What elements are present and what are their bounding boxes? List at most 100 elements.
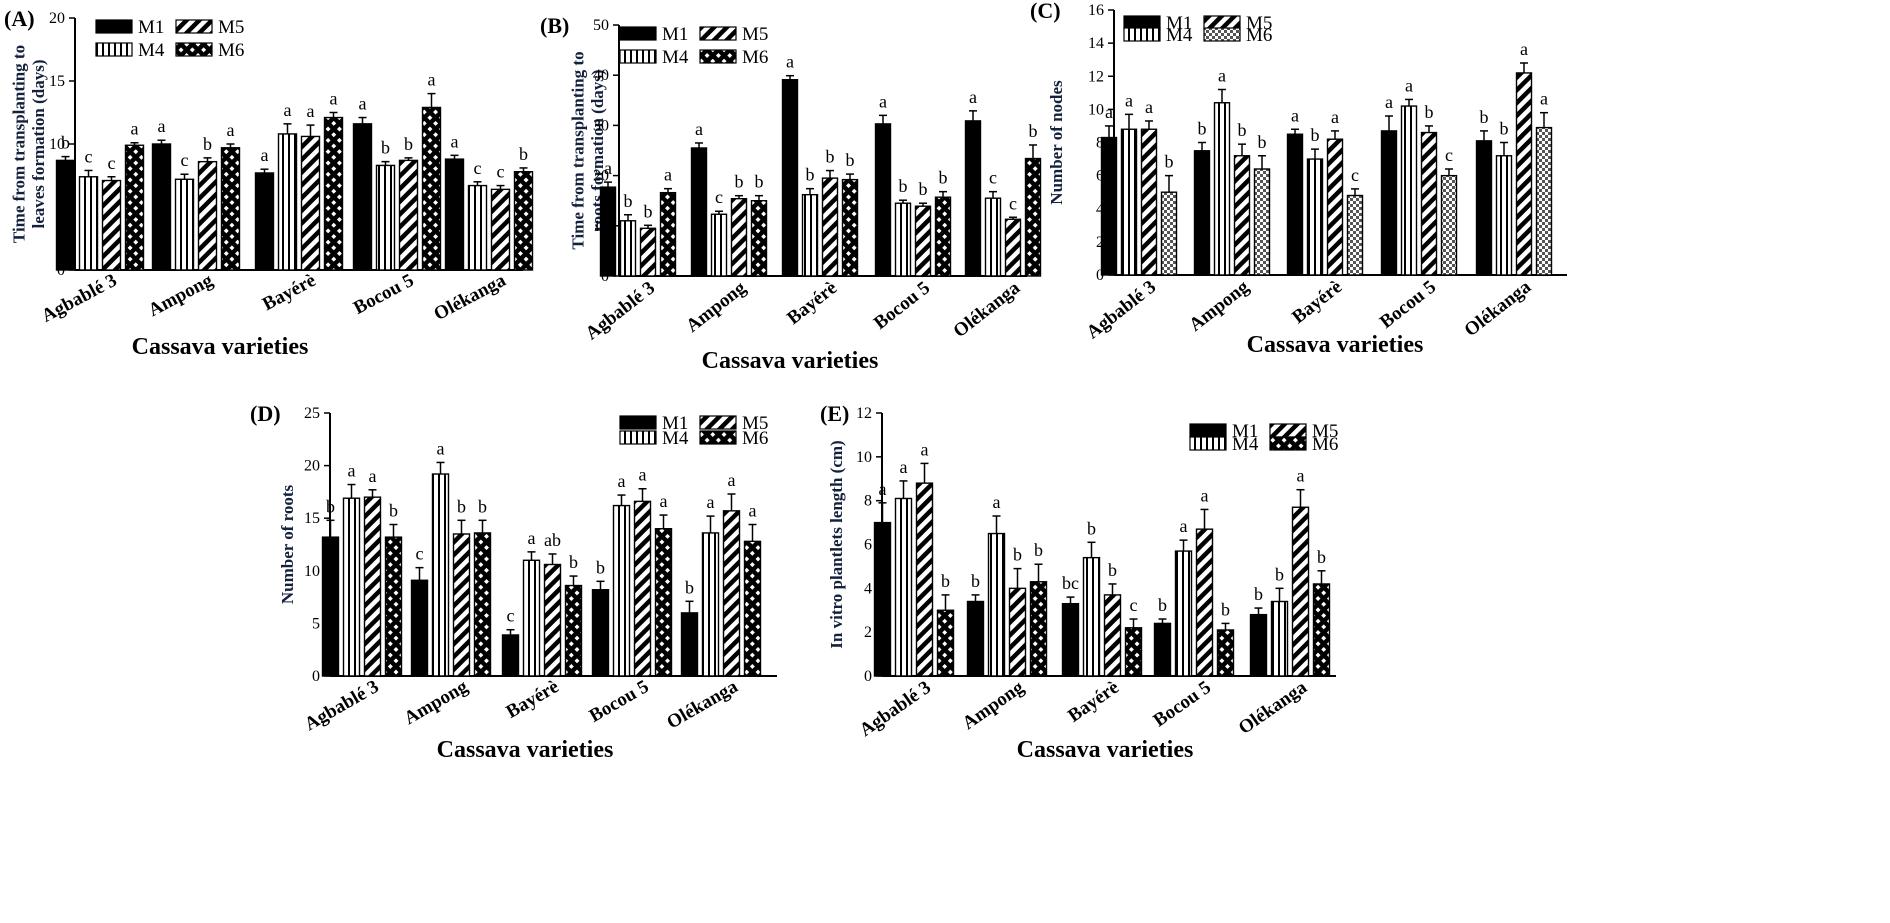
category-label: Bocou 5 — [1150, 677, 1215, 731]
legend-swatch-m1 — [619, 415, 657, 430]
bar-m1 — [444, 158, 465, 271]
x-axis-label: Cassava varieties — [702, 348, 879, 374]
bar-m5 — [1140, 128, 1158, 276]
bar-m1 — [1153, 622, 1172, 677]
legend-label: M6 — [742, 428, 768, 449]
bar-m1 — [254, 172, 275, 271]
legend-swatch-m4 — [619, 430, 657, 445]
significance-letter: b — [735, 172, 744, 192]
bar-m5 — [1008, 587, 1027, 677]
y-tick-label: 2 — [1096, 234, 1104, 251]
significance-letter: b — [1311, 125, 1320, 145]
bar-m5 — [452, 533, 471, 677]
significance-letter: a — [1180, 516, 1188, 536]
significance-letter: a — [1520, 39, 1528, 59]
significance-letter: a — [284, 100, 292, 120]
significance-letter: b — [1013, 545, 1022, 565]
bar-m4 — [710, 213, 728, 277]
bar-m4 — [1495, 155, 1513, 276]
category-label: Ampong — [959, 677, 1029, 734]
significance-letter: a — [528, 528, 536, 548]
legend-swatch-m5 — [1203, 15, 1241, 30]
category-label: Agbablé 3 — [1083, 276, 1160, 343]
category-label: Olékanga — [431, 270, 510, 325]
significance-letter: b — [1317, 547, 1326, 567]
bar-m1 — [55, 159, 76, 271]
bar-m4 — [1174, 550, 1193, 677]
bar-m5 — [1233, 155, 1251, 276]
bar-m4 — [342, 497, 361, 677]
bar-m1 — [1193, 150, 1211, 276]
significance-letter: b — [381, 138, 390, 158]
significance-letter: b — [1254, 584, 1263, 604]
category-label: Bayérè — [259, 270, 319, 315]
bar-m6 — [1253, 168, 1271, 276]
bar-m1 — [1061, 602, 1080, 677]
bar-m4 — [987, 532, 1006, 677]
significance-letter: b — [919, 179, 928, 199]
x-axis-label: Cassava varieties — [437, 737, 614, 763]
significance-letter: c — [1445, 145, 1453, 165]
bar-m1 — [410, 579, 429, 677]
significance-letter: b — [939, 168, 948, 188]
y-tick-label: 30 — [593, 117, 609, 134]
significance-letter: c — [1009, 193, 1017, 213]
bar-m1 — [964, 120, 982, 277]
legend-label: M1 — [138, 17, 164, 38]
bar-m6 — [1440, 174, 1458, 276]
bar-m4 — [1082, 556, 1101, 677]
bar-m6 — [743, 540, 762, 677]
category-label: Bocou 5 — [870, 277, 934, 334]
significance-letter: b — [519, 144, 528, 164]
bar-m6 — [659, 191, 677, 277]
bar-m5 — [1103, 594, 1122, 677]
significance-letter: a — [1385, 92, 1393, 112]
significance-letter: c — [989, 168, 997, 188]
legend-label: M5 — [742, 24, 768, 45]
category-label: Agbablé 3 — [582, 277, 659, 344]
bar-m5 — [730, 197, 748, 277]
bar-m6 — [473, 532, 492, 677]
legend-swatch-m1 — [1123, 15, 1161, 30]
significance-letter: b — [971, 571, 980, 591]
bar-m1 — [873, 521, 892, 677]
significance-letter: a — [359, 94, 367, 114]
significance-letter: a — [158, 116, 166, 136]
significance-letter: ab — [544, 530, 561, 550]
category-label: Bayérè — [1288, 276, 1346, 328]
significance-letter: a — [728, 470, 736, 490]
significance-letter: a — [307, 101, 315, 121]
significance-letter: a — [1105, 102, 1113, 122]
significance-letter: a — [131, 119, 139, 139]
legend-label: M4 — [1166, 25, 1193, 46]
bar-m6 — [1029, 581, 1048, 677]
significance-letter: a — [749, 501, 757, 521]
legend-swatch-m5 — [1269, 423, 1307, 438]
panel-label: (B) — [540, 13, 569, 38]
y-tick-label: 10 — [1088, 101, 1104, 118]
significance-letter: c — [474, 158, 482, 178]
bar-m6 — [750, 199, 768, 277]
y-axis-label: In vitro plantlets length (cm) — [827, 440, 846, 648]
y-tick-label: 0 — [312, 668, 320, 685]
bar-m1 — [1380, 130, 1398, 276]
significance-letter: a — [900, 457, 908, 477]
y-tick-label: 10 — [49, 136, 65, 153]
category-label: Bocou 5 — [1376, 276, 1440, 333]
significance-letter: a — [786, 52, 794, 72]
significance-letter: b — [644, 201, 653, 221]
y-tick-label: 20 — [593, 168, 609, 185]
bar-m4 — [619, 220, 637, 277]
bar-m1 — [352, 123, 373, 271]
chart-panel-2: (B)Time from transplanting toroots forma… — [540, 13, 1042, 374]
y-tick-label: 6 — [864, 537, 872, 554]
bar-m5 — [398, 159, 419, 271]
y-tick-label: 6 — [1096, 168, 1104, 185]
bar-m1 — [1249, 613, 1268, 677]
category-label: Agbablé 3 — [301, 676, 382, 735]
significance-letter: a — [639, 465, 647, 485]
significance-letter: a — [1218, 66, 1226, 86]
significance-letter: b — [624, 191, 633, 211]
significance-letter: b — [404, 134, 413, 154]
bar-m5 — [1195, 528, 1214, 677]
